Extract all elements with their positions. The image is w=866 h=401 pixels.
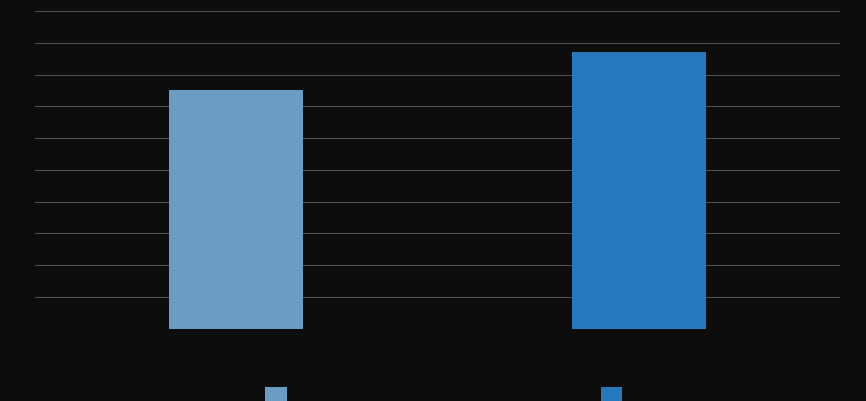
Bar xyxy=(169,91,303,329)
Bar xyxy=(572,53,706,329)
